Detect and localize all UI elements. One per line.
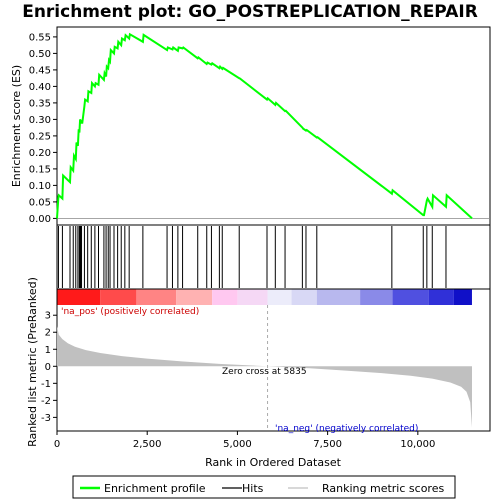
zero-cross-label: Zero cross at 5835	[222, 367, 307, 377]
es-y-tick-label: 0.45	[29, 65, 51, 76]
legend-label: Hits	[242, 482, 264, 495]
rank-color-bar	[57, 289, 472, 305]
es-y-tick-label: 0.10	[29, 181, 51, 192]
rank-x-tick-label: 5,000	[223, 439, 252, 450]
rank-y-tick-label: -2	[41, 396, 51, 407]
es-y-tick-label: 0.05	[29, 197, 51, 208]
ranking-x-axis-label: Rank in Ordered Dataset	[205, 456, 342, 469]
color-bar-segment	[428, 289, 454, 305]
es-y-ticks: 0.00 0.05 0.10 0.15 0.20 0.25 0.30 0.35 0.40 0.45…	[29, 32, 57, 225]
color-bar-segment	[176, 289, 213, 305]
es-y-tick-label: 0.55	[29, 32, 51, 43]
color-bar-segment	[57, 289, 101, 305]
rank-y-tick-label: 2	[45, 328, 51, 339]
color-bar-segment	[360, 289, 393, 305]
es-y-tick-label: 0.20	[29, 148, 51, 159]
color-bar-segment	[453, 289, 472, 305]
enrichment-profile-line	[56, 32, 473, 220]
legend-label: Ranking metric scores	[322, 482, 444, 495]
legend-box	[72, 475, 456, 499]
es-y-tick-label: 0.00	[29, 214, 51, 225]
hit-marks	[57, 226, 447, 288]
positive-correlation-label: 'na_pos' (positively correlated)	[61, 307, 199, 317]
rank-x-tick-label: 2,500	[133, 439, 162, 450]
rank-y-tick-label: -3	[41, 413, 51, 424]
color-bar-segment	[212, 289, 238, 305]
es-y-axis-label: Enrichment score (ES)	[10, 65, 23, 187]
es-y-tick-label: 0.50	[29, 49, 51, 60]
rank-x-tick-label: 7,500	[313, 439, 342, 450]
color-bar-segment	[316, 289, 361, 305]
es-y-tick-label: 0.15	[29, 164, 51, 175]
color-bar-segment	[136, 289, 177, 305]
enrichment-panel-frame	[56, 26, 491, 226]
rank-x-ticks: 0 2,500 5,000 7,500 10,000	[54, 431, 435, 450]
chart-title: Enrichment plot: GO_POSTREPLICATION_REPA…	[22, 2, 478, 22]
rank-x-tick-label: 0	[54, 439, 60, 450]
es-y-tick-label: 0.40	[29, 82, 51, 93]
color-bar-segment	[267, 289, 292, 305]
rank-y-tick-label: 3	[45, 311, 51, 322]
color-bar-segment	[392, 289, 429, 305]
color-bar-segment	[291, 289, 317, 305]
es-y-tick-label: 0.30	[29, 115, 51, 126]
negative-correlation-label: 'na_neg' (negatively correlated)	[275, 424, 418, 434]
rank-y-tick-label: -1	[41, 379, 51, 390]
hits-panel-frame	[56, 224, 491, 290]
color-bar-segment	[237, 289, 268, 305]
es-y-tick-label: 0.25	[29, 131, 51, 142]
color-bar-segment	[100, 289, 137, 305]
rank-y-ticks: -3 -2 -1 0 1 2 3	[41, 311, 57, 424]
rank-y-tick-label: 0	[45, 362, 51, 373]
rank-x-tick-label: 10,000	[400, 439, 435, 450]
rank-y-tick-label: 1	[45, 345, 51, 356]
legend-label: Enrichment profile	[104, 482, 206, 495]
ranking-y-axis-label: Ranked list metric (PreRanked)	[26, 277, 39, 447]
legend: Enrichment profile Hits Ranking metric sco…	[80, 482, 444, 495]
es-y-tick-label: 0.35	[29, 98, 51, 109]
